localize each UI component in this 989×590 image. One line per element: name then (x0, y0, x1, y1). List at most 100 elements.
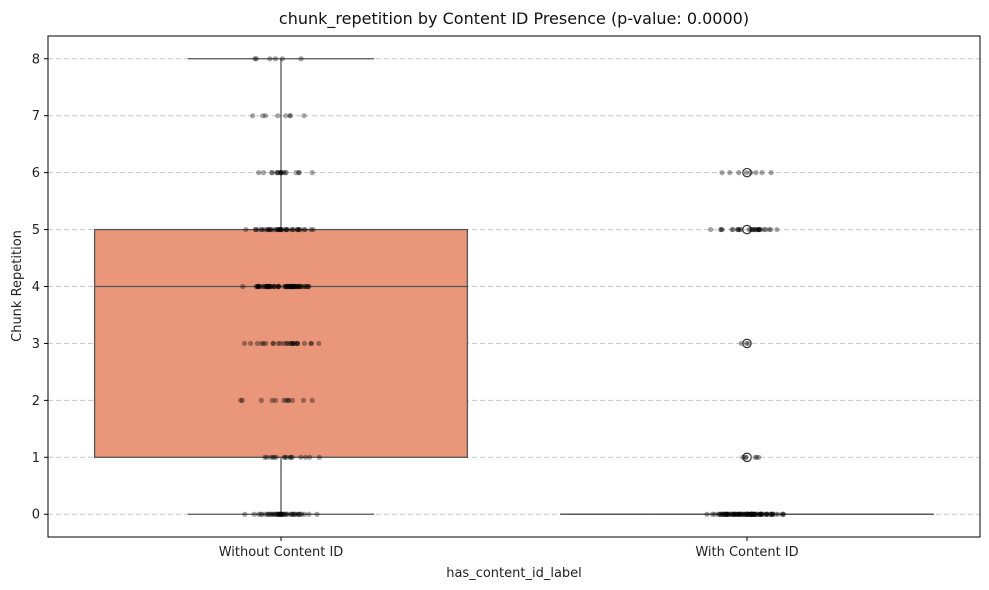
strip-point (275, 170, 281, 176)
strip-point (258, 397, 264, 403)
strip-point (279, 511, 285, 517)
strip-point (283, 511, 289, 517)
strip-point (270, 454, 276, 460)
strip-point (732, 511, 738, 517)
strip-point (733, 511, 739, 517)
strip-point (267, 454, 274, 460)
strip-point (736, 511, 742, 517)
strip-point (290, 340, 296, 347)
strip-point (294, 283, 300, 290)
strip-point (769, 511, 776, 517)
strip-point (272, 283, 278, 290)
strip-point (278, 226, 284, 233)
strip-point (289, 283, 295, 290)
strip-point (278, 170, 284, 176)
strip-point (722, 511, 728, 517)
strip-point (729, 511, 736, 517)
outlier-point (742, 452, 752, 463)
strip-point (733, 511, 739, 517)
strip-point (266, 283, 273, 290)
strip-point (270, 340, 276, 347)
strip-point (291, 226, 297, 233)
outlier-point (742, 338, 752, 349)
strip-point (704, 511, 710, 517)
strip-point (719, 170, 725, 176)
strip-point (253, 283, 259, 290)
box-0 (93, 58, 469, 515)
strip-point (280, 511, 287, 517)
strip-point (287, 340, 293, 347)
strip-point (283, 113, 289, 119)
strip-point (283, 226, 289, 233)
strip-point (292, 283, 298, 290)
strip-point (292, 511, 298, 517)
strip-point (724, 511, 730, 517)
strip-point (267, 226, 274, 233)
strip-point (269, 397, 275, 403)
strip-point (264, 283, 270, 290)
strip-point (306, 511, 312, 517)
strip-point (275, 226, 282, 233)
strip-point (751, 226, 757, 233)
strip-point (289, 397, 296, 403)
strip-point (281, 511, 287, 517)
strip-point (274, 511, 281, 517)
strip-point (708, 226, 714, 233)
strip-point (284, 454, 290, 460)
strip-point (757, 511, 763, 517)
strip-point (238, 397, 244, 403)
strip-point (292, 283, 298, 290)
strip-point (715, 511, 721, 517)
strip-point (316, 454, 323, 460)
y-axis-title: Chunk Repetition (10, 230, 25, 342)
strip-point (736, 511, 742, 517)
strip-point (279, 511, 285, 517)
strip-point (719, 511, 725, 517)
strip-point (749, 511, 755, 517)
strip-point (294, 283, 300, 290)
y-tick-label: 4 (32, 280, 40, 295)
strip-point (744, 511, 751, 517)
strip-point (289, 340, 296, 347)
strip-point (725, 511, 731, 517)
strip-point (280, 170, 287, 176)
strip-point (252, 56, 258, 62)
strip-point (299, 511, 305, 517)
strip-point (723, 511, 729, 517)
strip-point (277, 511, 283, 517)
strip-point (308, 226, 314, 233)
strip-point (273, 511, 280, 517)
strip-point (261, 226, 267, 233)
strip-point (288, 283, 294, 290)
strip-point (268, 226, 275, 233)
strip-point (748, 511, 754, 517)
strip-point (296, 226, 302, 233)
strip-point (741, 511, 748, 517)
strip-point (749, 511, 755, 517)
strip-point (726, 511, 733, 517)
strip-point (721, 511, 728, 517)
strip-point (240, 283, 246, 290)
strip-point (758, 511, 764, 517)
strip-point (265, 283, 271, 290)
strip-point (288, 283, 294, 290)
strip-point (301, 511, 308, 517)
strip-point (749, 226, 755, 233)
strip-point (735, 226, 741, 233)
chart-title: chunk_repetition by Content ID Presence … (279, 9, 749, 29)
strip-point (744, 511, 751, 517)
strip-point (744, 511, 751, 517)
strip-point (745, 340, 751, 347)
strip-point (271, 283, 277, 290)
strip-point (281, 454, 288, 460)
strip-point (753, 511, 759, 517)
strip-point (287, 511, 294, 517)
strip-point (767, 511, 773, 517)
strip-point (271, 226, 277, 233)
strip-point (758, 511, 764, 517)
strip-point (741, 511, 747, 517)
strip-point (239, 397, 245, 403)
strip-point (736, 170, 742, 176)
strip-point (272, 511, 278, 517)
